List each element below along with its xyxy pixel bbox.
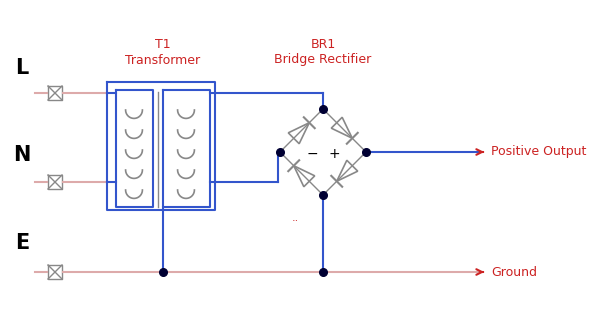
- Text: Positive Output: Positive Output: [491, 145, 587, 158]
- Text: E: E: [15, 233, 29, 253]
- Text: Ground: Ground: [491, 266, 537, 279]
- Text: Bridge Rectifier: Bridge Rectifier: [274, 53, 371, 66]
- Text: T1: T1: [155, 39, 171, 51]
- Text: −: −: [306, 147, 318, 161]
- Text: L: L: [15, 58, 29, 78]
- Text: +: +: [328, 147, 340, 161]
- Text: N: N: [13, 145, 31, 165]
- Text: BR1: BR1: [310, 39, 335, 51]
- Text: Transformer: Transformer: [125, 53, 200, 66]
- Text: ..: ..: [291, 213, 299, 223]
